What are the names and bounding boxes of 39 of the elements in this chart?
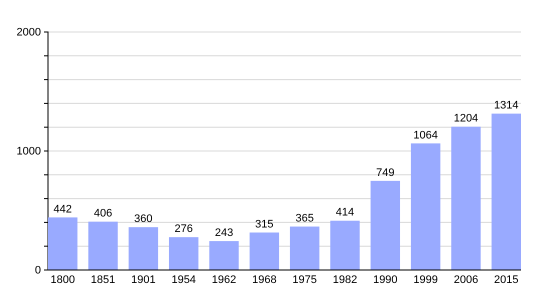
data-label: 276 <box>174 223 193 236</box>
x-tick-label: 1851 <box>90 274 116 286</box>
data-label: 360 <box>134 213 153 226</box>
y-tick-label: 1000 <box>16 146 41 158</box>
x-tick-label: 1975 <box>292 274 317 286</box>
data-label: 406 <box>94 208 112 220</box>
data-label: 749 <box>376 166 394 179</box>
data-label: 1204 <box>454 112 478 125</box>
bar <box>451 126 481 270</box>
data-label: 1064 <box>413 129 438 142</box>
data-label: 315 <box>255 218 274 231</box>
bar <box>209 241 239 270</box>
bar <box>290 226 320 270</box>
x-tick-label: 1800 <box>50 274 75 286</box>
bar <box>48 217 78 270</box>
x-tick-label: 1901 <box>131 274 156 286</box>
x-tick-label: 1954 <box>171 274 196 286</box>
y-tick-label: 2000 <box>16 26 41 39</box>
data-label: 1314 <box>494 100 519 112</box>
x-tick-label: 1968 <box>252 274 277 286</box>
data-label: 442 <box>54 203 72 216</box>
bar <box>492 114 521 270</box>
bar <box>128 227 158 270</box>
x-tick-label: 1999 <box>413 274 438 286</box>
data-label: 414 <box>336 206 354 219</box>
bar <box>370 180 400 270</box>
bar <box>88 222 118 270</box>
data-label: 243 <box>214 227 234 240</box>
x-tick-label: 1990 <box>373 274 398 286</box>
bar <box>330 220 360 270</box>
x-tick-label: 2015 <box>494 274 519 286</box>
x-tick-label: 2006 <box>454 274 478 286</box>
bar <box>250 232 280 270</box>
bar <box>410 143 440 270</box>
bar <box>168 237 198 270</box>
data-label: 365 <box>295 212 314 225</box>
y-tick-label: 0 <box>34 264 41 277</box>
x-tick-label: 1962 <box>212 274 236 286</box>
x-tick-label: 1982 <box>332 274 358 286</box>
